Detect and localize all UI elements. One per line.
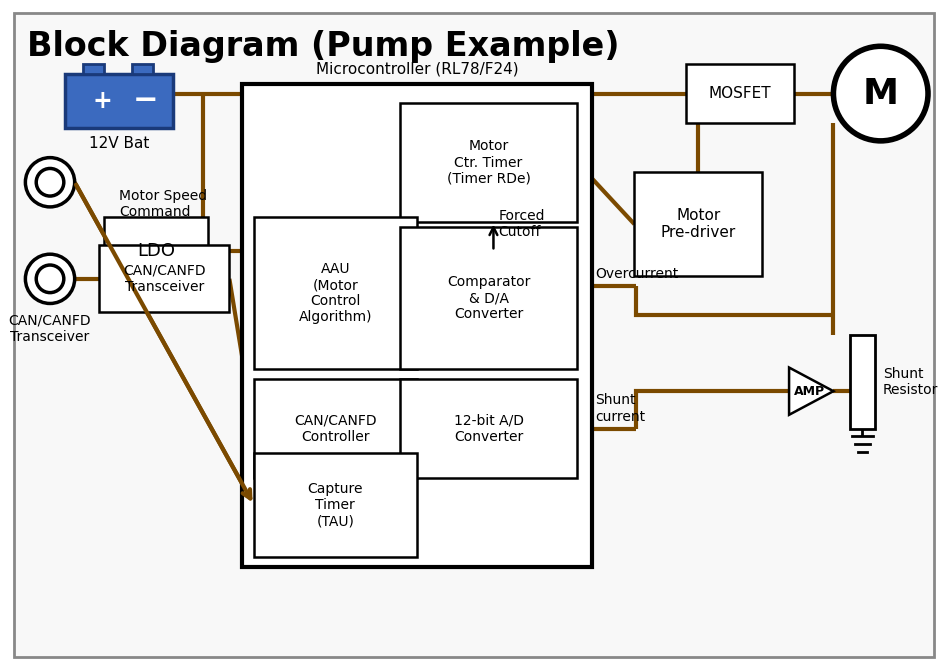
FancyBboxPatch shape bbox=[13, 13, 934, 657]
Bar bbox=[850, 335, 875, 429]
Bar bbox=[635, 172, 763, 276]
FancyBboxPatch shape bbox=[83, 64, 104, 74]
Bar bbox=[254, 217, 417, 369]
Text: Motor Speed
Command: Motor Speed Command bbox=[119, 189, 207, 219]
Bar bbox=[400, 103, 578, 222]
Circle shape bbox=[26, 254, 75, 304]
Polygon shape bbox=[789, 368, 833, 415]
Text: M: M bbox=[863, 76, 899, 111]
Text: Motor
Ctr. Timer
(Timer RDe): Motor Ctr. Timer (Timer RDe) bbox=[446, 139, 530, 186]
Text: Block Diagram (Pump Example): Block Diagram (Pump Example) bbox=[28, 29, 619, 62]
Text: Overcurrent: Overcurrent bbox=[595, 267, 678, 281]
Text: CAN/CANFD
Controller: CAN/CANFD Controller bbox=[294, 413, 376, 444]
Circle shape bbox=[26, 157, 75, 207]
Text: AAU
(Motor
Control
Algorithm): AAU (Motor Control Algorithm) bbox=[298, 262, 372, 324]
Text: 12V Bat: 12V Bat bbox=[88, 136, 149, 151]
Bar bbox=[254, 453, 417, 557]
Text: Shunt
current: Shunt current bbox=[595, 393, 645, 423]
Text: Comparator
& D/A
Converter: Comparator & D/A Converter bbox=[446, 275, 530, 321]
Bar bbox=[400, 226, 578, 369]
Text: Microcontroller (RL78/F24): Microcontroller (RL78/F24) bbox=[315, 62, 519, 77]
Text: Capture
Timer
(TAU): Capture Timer (TAU) bbox=[308, 482, 363, 528]
FancyBboxPatch shape bbox=[132, 64, 154, 74]
Circle shape bbox=[36, 265, 64, 293]
Bar bbox=[254, 379, 417, 478]
Text: MOSFET: MOSFET bbox=[709, 86, 771, 101]
Text: CAN/CANFD
Transceiver: CAN/CANFD Transceiver bbox=[123, 264, 205, 294]
Bar bbox=[100, 245, 229, 312]
Text: AMP: AMP bbox=[793, 385, 825, 398]
Text: LDO: LDO bbox=[137, 243, 175, 260]
Text: −: − bbox=[133, 86, 159, 115]
Text: +: + bbox=[92, 89, 112, 113]
FancyBboxPatch shape bbox=[65, 74, 173, 128]
Text: 12-bit A/D
Converter: 12-bit A/D Converter bbox=[453, 413, 523, 444]
Text: Shunt
Resistor: Shunt Resistor bbox=[883, 366, 938, 397]
Bar bbox=[400, 379, 578, 478]
Bar bbox=[104, 217, 208, 285]
Circle shape bbox=[36, 168, 64, 196]
Text: Forced
Cutoff: Forced Cutoff bbox=[499, 209, 545, 239]
Text: CAN/CANFD
Transceiver: CAN/CANFD Transceiver bbox=[9, 314, 91, 344]
Circle shape bbox=[833, 46, 928, 141]
Bar bbox=[686, 64, 794, 123]
Text: Motor
Pre-driver: Motor Pre-driver bbox=[661, 208, 736, 241]
Bar bbox=[242, 84, 592, 567]
